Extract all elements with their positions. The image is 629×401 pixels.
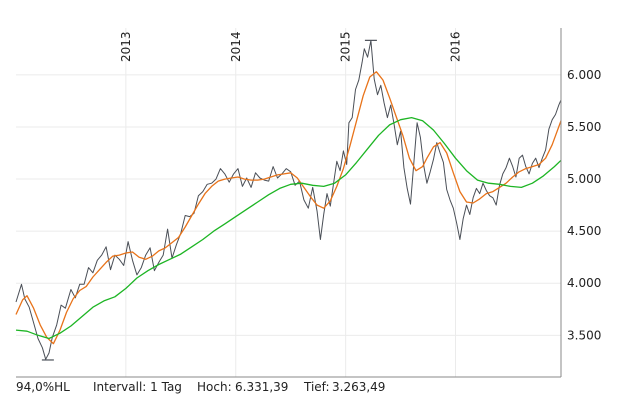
low-label: Tief: [304, 380, 330, 394]
y-tick-label: 5.000 [567, 172, 601, 186]
x-tick-label: 2015 [339, 31, 353, 62]
chart-markers [41, 39, 377, 361]
y-tick-label: 4.000 [567, 276, 601, 290]
high-value: 6.331,39 [235, 380, 289, 394]
y-tick-label: 5.500 [567, 120, 601, 134]
chart-series [15, 40, 562, 360]
span-label: 94,0%HL [16, 380, 70, 394]
y-tick-label: 3.500 [567, 328, 601, 342]
chart-footer: 94,0%HL Intervall: 1 Tag Hoch: 6.331,39 … [0, 378, 629, 398]
chart-axes: 3.500 4.000 4.500 5.000 5.500 6.000 2013 2014 20… [16, 28, 601, 378]
x-tick-label: 2016 [449, 31, 463, 62]
high-label: Hoch: [197, 380, 232, 394]
y-tick-label: 6.000 [567, 68, 601, 82]
series-price [15, 40, 562, 360]
interval-label: Intervall: 1 Tag [93, 380, 182, 394]
series-moving-average-short [15, 71, 562, 345]
series-moving-average-long [15, 116, 562, 340]
low-value: 3.263,49 [332, 380, 386, 394]
y-tick-label: 4.500 [567, 224, 601, 238]
x-tick-label: 2013 [119, 31, 133, 62]
x-tick-label: 2014 [229, 31, 243, 62]
chart-grid [16, 28, 561, 377]
